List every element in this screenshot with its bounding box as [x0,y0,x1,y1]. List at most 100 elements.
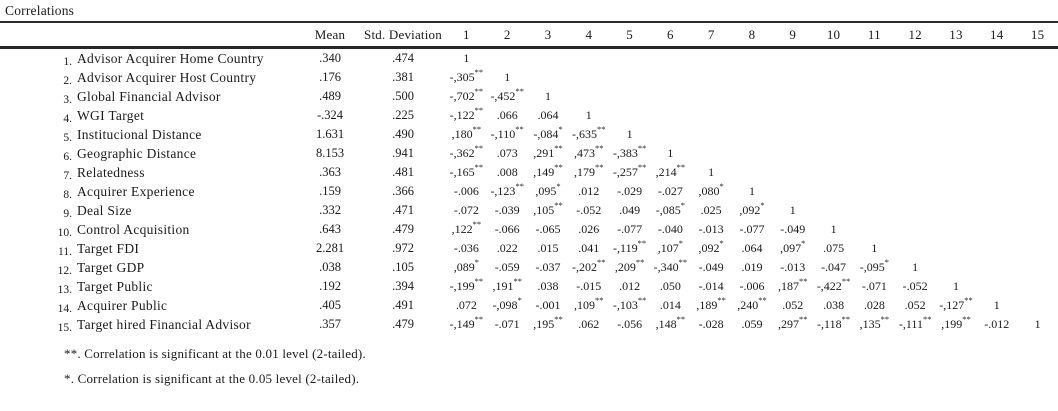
correlation-cell [813,68,854,87]
std-deviation-value: .105 [392,260,414,274]
mean-value: .363 [319,165,341,179]
correlation-cell [976,277,1017,296]
correlation-cell: ,180** [451,124,482,141]
correlation-cell [936,87,977,106]
row-number: 12. [57,264,72,277]
row-number: 6. [63,150,72,163]
variable-label-cell: 10. Control Acquisition [0,220,300,239]
title-divider [0,21,1058,23]
correlation-cell [732,68,773,87]
correlation-cell: -.049 [698,260,724,274]
variable-label-cell: 9. Deal Size [0,201,300,220]
variable-label-cell: 7. Relatedness [0,163,300,182]
correlation-cell: .022 [496,241,518,255]
correlation-cell [895,201,936,220]
correlation-cell: -.029 [617,184,643,198]
correlation-cell: -.036 [453,241,479,255]
row-number: 2. [63,74,72,87]
footnote-significance-05: *. Correlation is significant at the 0.0… [64,371,360,386]
correlation-cell [732,163,773,182]
correlation-cell: -,383** [612,143,647,160]
table-row: 12. Target GDP .038 .105 ,089* -.059 -.037 -,20… [0,258,1058,277]
correlation-cell: .028 [863,298,885,312]
correlation-cell [1017,258,1058,277]
correlation-cell: -.027 [657,184,683,198]
correlation-cell [528,68,569,87]
correlation-cell [650,48,691,69]
correlation-cell [772,106,813,125]
correlation-cell [895,87,936,106]
correlation-cell: -.049 [780,222,806,236]
correlation-cell [487,48,528,69]
correlation-cell: -,118** [817,314,851,331]
correlation-cell: .026 [578,222,600,236]
correlation-cell [976,68,1017,87]
correlation-cell [854,106,895,125]
correlation-cell [854,144,895,163]
correlation-cell: -,305** [449,67,484,84]
std-deviation-value: .381 [392,70,414,84]
correlation-cell [691,87,732,106]
correlation-cell: 1 [585,108,592,122]
table-row: 3. Global Financial Advisor .489 .500 -,702*… [0,87,1058,106]
column-header-4: 4 [585,26,593,42]
correlation-cell: 1 [708,165,715,179]
correlation-cell [936,220,977,239]
correlation-cell: -.072 [453,203,479,217]
std-deviation-value: .394 [392,279,414,293]
correlation-cell: -.077 [739,222,765,236]
correlation-cell [1017,144,1058,163]
column-header-15: 15 [1030,26,1045,42]
correlation-cell: -.006 [739,279,765,293]
std-deviation-value: .471 [392,203,414,217]
correlation-cell [895,106,936,125]
correlation-cell [813,163,854,182]
correlation-cell [1017,239,1058,258]
variable-name: Target Public [77,278,153,294]
correlation-cell [813,125,854,144]
correlation-cell [895,239,936,258]
header-row: Mean Std. Deviation 1 2 3 4 5 6 7 8 9 10 11 12 13 14 1… [0,23,1058,48]
correlation-cell: -.071 [494,317,520,331]
correlation-cell: .041 [578,241,600,255]
correlation-cell [976,87,1017,106]
correlation-cell [1017,68,1058,87]
correlation-cell [976,163,1017,182]
mean-value: .176 [319,70,341,84]
correlation-cell [568,68,609,87]
correlation-cell: 1 [463,51,470,65]
correlation-cell: -.012 [984,317,1010,331]
correlation-cell [1017,87,1058,106]
correlation-cell [813,48,854,69]
correlation-cell: 1 [993,298,1000,312]
variable-label-cell: 4. WGI Target [0,106,300,125]
std-deviation-value: .474 [392,51,414,65]
correlation-cell: .014 [659,298,681,312]
std-deviation-value: .481 [392,165,414,179]
correlation-cell [732,48,773,69]
correlation-cell: 1 [952,279,959,293]
correlation-cell: ,240** [737,295,767,312]
mean-value: .340 [319,51,341,65]
correlation-cell [772,87,813,106]
correlation-cell [936,163,977,182]
correlation-cell: 1 [871,241,878,255]
correlation-cell [1017,106,1058,125]
correlation-cell: -.039 [494,203,520,217]
correlation-cell: ,209** [614,257,645,274]
correlation-cell: ,148** [655,314,686,331]
row-number: 9. [63,207,72,220]
std-deviation-value: .366 [392,184,414,198]
correlation-cell [976,239,1017,258]
variable-name: WGI Target [77,107,145,123]
correlation-cell: ,080* [698,181,724,198]
mean-value: -.324 [316,108,344,122]
correlation-cell: .059 [741,317,763,331]
column-header-5: 5 [626,26,633,42]
mean-value: .332 [319,203,341,217]
table-row: 14. Acquirer Public .405 .491 .072 -,098* -.00… [0,296,1058,315]
footnotes: **. Correlation is significant at the 0.… [64,341,1058,391]
correlation-cell [936,106,977,125]
correlation-cell [976,106,1017,125]
correlation-table-body: 1. Advisor Acquirer Home Country .340.474 1… [0,48,1058,335]
